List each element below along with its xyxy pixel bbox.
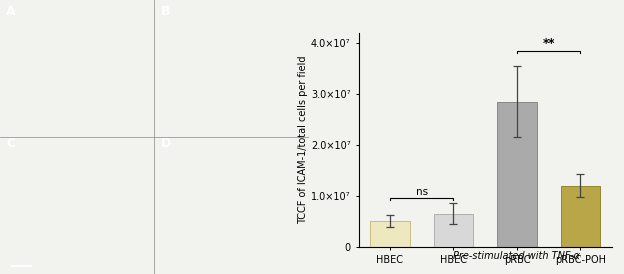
Text: A: A [6, 5, 16, 18]
Bar [497, 102, 537, 247]
Text: ns: ns [416, 187, 428, 198]
Text: **: ** [542, 37, 555, 50]
Bar [561, 185, 600, 247]
Y-axis label: TCCF of ICAM-1/total cells per field: TCCF of ICAM-1/total cells per field [298, 56, 308, 224]
Text: Pre-stimulated with TNF-α: Pre-stimulated with TNF-α [454, 251, 580, 261]
Text: D: D [160, 137, 171, 150]
Text: B: B [160, 5, 170, 18]
Bar [370, 221, 409, 247]
Text: C: C [6, 137, 16, 150]
Bar [434, 213, 473, 247]
